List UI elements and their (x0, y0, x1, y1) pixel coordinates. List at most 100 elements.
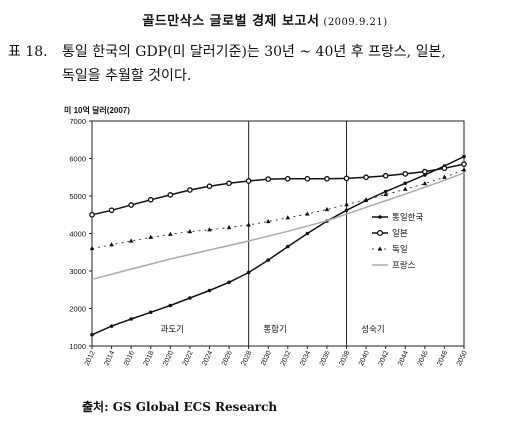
x-tick-label: 2028 (241, 350, 254, 367)
data-point (422, 181, 428, 186)
data-point (128, 238, 134, 243)
data-point (266, 258, 271, 262)
data-point (227, 280, 231, 285)
data-point (226, 180, 232, 187)
y-tick-label: 3000 (69, 267, 86, 276)
data-point (226, 224, 232, 230)
data-point (285, 244, 290, 249)
period-label: 통합기 (263, 324, 286, 334)
legend-marker (378, 215, 382, 219)
data-point (402, 186, 408, 191)
figure-label: 표 18. (8, 44, 48, 60)
x-tick-label: 2034 (299, 350, 312, 367)
x-tick-label: 2046 (417, 350, 430, 367)
data-point (402, 171, 409, 177)
data-point (403, 181, 408, 186)
legend-marker (377, 246, 383, 251)
x-tick-label: 2042 (378, 350, 391, 367)
data-point (304, 175, 311, 182)
report-date: (2009.9.21) (323, 17, 388, 28)
data-point (462, 154, 466, 159)
y-tick-label: 5000 (69, 192, 86, 201)
data-point (285, 215, 291, 220)
x-tick-label: 2018 (143, 350, 156, 367)
x-tick-label: 2050 (456, 350, 469, 367)
data-point (207, 227, 212, 232)
data-point (305, 231, 310, 236)
series-line (91, 155, 465, 336)
data-point (344, 202, 349, 207)
data-point (284, 175, 291, 182)
x-tick-label: 2040 (358, 350, 371, 367)
x-tick-label: 2024 (201, 350, 214, 367)
data-point (382, 172, 389, 179)
report-header: 골드만삭스 글로벌 경제 보고서 (2009.9.21) (0, 10, 530, 29)
report-title: 골드만삭스 글로벌 경제 보고서 (142, 14, 320, 29)
data-point (187, 229, 193, 234)
legend-label: 일본 (392, 228, 408, 238)
data-point (265, 218, 271, 224)
legend-marker (376, 229, 384, 237)
data-point (207, 288, 212, 293)
period-label: 과도기 (161, 324, 184, 334)
y-axis-label: 미 10억 달러(2007) (64, 105, 130, 115)
data-point (206, 183, 213, 190)
period-label: 성숙기 (361, 324, 384, 334)
data-point (168, 231, 173, 236)
data-point (363, 174, 369, 181)
data-point (383, 189, 388, 194)
y-tick-label: 7000 (69, 117, 86, 126)
data-point (461, 161, 467, 167)
data-point (108, 207, 115, 214)
x-tick-label: 2020 (162, 350, 175, 367)
data-point (90, 332, 94, 337)
source-note: 출처: GS Global ECS Research (82, 400, 278, 414)
data-point (167, 192, 174, 198)
data-point (324, 175, 330, 182)
data-point (168, 303, 173, 308)
data-point (383, 191, 388, 197)
data-point (129, 317, 133, 321)
data-point (245, 178, 252, 184)
data-point (344, 208, 349, 213)
x-tick-label: 2014 (103, 350, 116, 367)
x-tick-label: 2044 (397, 350, 410, 367)
x-tick-label: 2048 (436, 350, 449, 367)
data-point (89, 211, 95, 218)
x-tick-label: 2036 (319, 350, 332, 367)
data-point (324, 206, 330, 212)
data-point (363, 197, 369, 202)
data-point (89, 245, 95, 251)
x-tick-label: 2016 (123, 350, 136, 367)
data-point (128, 202, 135, 208)
data-point (109, 324, 114, 328)
caption-line-2: 독일을 추월할 것이다. (62, 68, 192, 84)
y-tick-label: 2000 (69, 305, 86, 314)
x-tick-label: 2032 (280, 350, 293, 367)
x-tick-label: 2026 (221, 350, 234, 367)
data-point (421, 168, 428, 175)
data-point (461, 167, 467, 172)
data-point (265, 176, 272, 182)
series-line (91, 163, 465, 216)
data-point (188, 296, 192, 300)
data-point (148, 234, 154, 239)
data-point (246, 222, 251, 227)
data-point (148, 310, 153, 315)
data-point (442, 174, 447, 179)
data-point (246, 270, 251, 275)
data-point (109, 242, 114, 247)
y-tick-label: 1000 (69, 342, 86, 351)
data-point (147, 196, 154, 203)
series-line (91, 172, 465, 281)
legend-label: 독일 (392, 244, 408, 254)
x-tick-label: 2038 (338, 350, 351, 367)
legend-label: 프랑스 (392, 260, 416, 270)
data-point (305, 211, 310, 216)
legend-label: 통일한국 (392, 212, 423, 222)
y-tick-label: 4000 (69, 230, 86, 239)
x-tick-label: 2022 (182, 350, 195, 367)
y-tick-label: 6000 (69, 155, 86, 164)
x-tick-label: 2030 (260, 350, 273, 367)
